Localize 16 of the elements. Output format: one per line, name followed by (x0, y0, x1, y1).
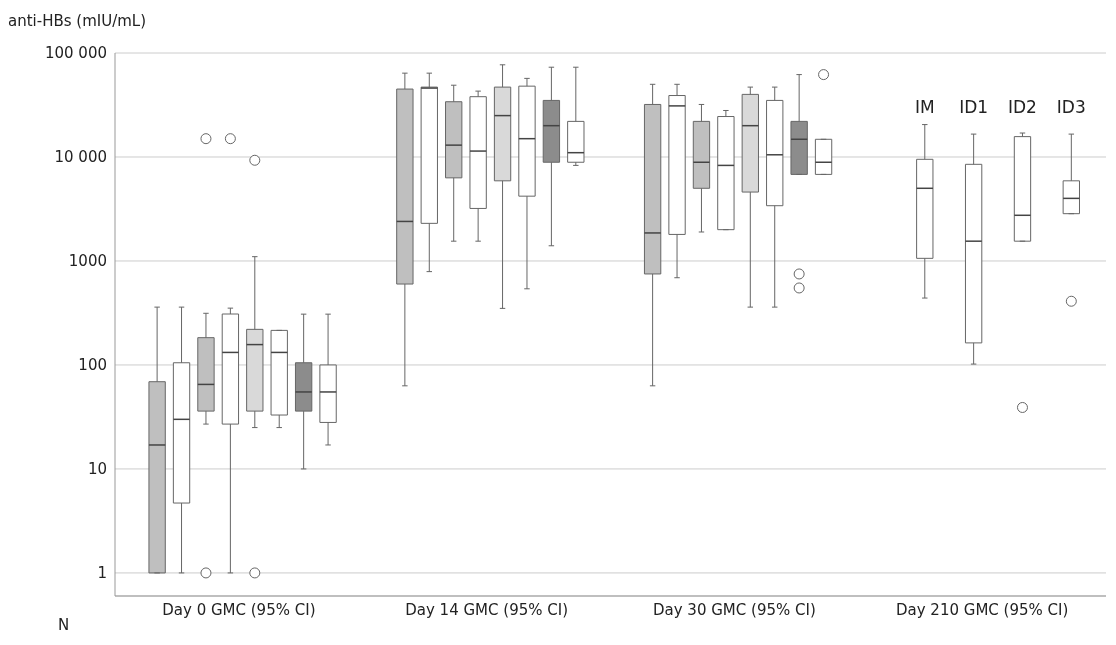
y-tick-label: 1 (97, 564, 107, 583)
y-tick-label: 10 000 (54, 148, 107, 167)
y-tick-label: 100 000 (44, 44, 107, 63)
x-tick-label: Day 30 GMC (95% CI) (652, 600, 816, 619)
y-tick-label: 1000 (68, 252, 107, 271)
annotation: ID3 (1056, 97, 1086, 118)
annotation: ID2 (1008, 97, 1037, 118)
x-tick-label: Day 210 GMC (95% CI) (895, 600, 1069, 619)
y-tick-label: 100 (78, 356, 107, 375)
x-tick-label: Day 14 GMC (95% CI) (405, 600, 569, 619)
text: N (58, 616, 70, 634)
x-tick-label: Day 0 GMC (95% CI) (162, 600, 316, 619)
y-tick-label: 10 (87, 460, 107, 479)
y-axis-title: anti-HBs (mIU/mL) (8, 12, 147, 30)
annotation: IM (914, 97, 935, 118)
annotation: ID1 (959, 97, 989, 118)
